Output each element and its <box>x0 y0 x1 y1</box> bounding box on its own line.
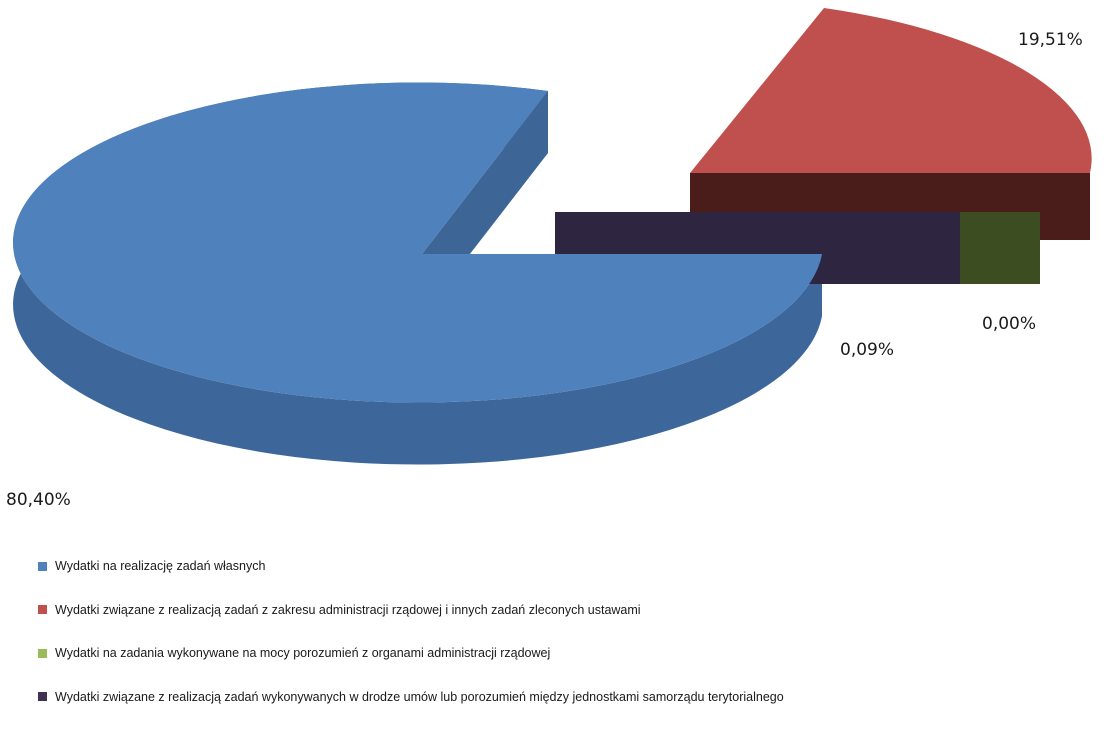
legend-label-own-tasks: Wydatki na realizację zadań własnych <box>55 559 266 573</box>
legend: Wydatki na realizację zadań własnych Wyd… <box>38 556 784 730</box>
legend-item-agreements: Wydatki na zadania wykonywane na mocy po… <box>38 643 784 663</box>
legend-swatch-agreements <box>38 648 47 658</box>
pie-tops <box>13 8 1092 403</box>
legend-item-government-tasks: Wydatki związane z realizacją zadań z za… <box>38 600 784 620</box>
legend-swatch-inter-municipal <box>38 692 47 701</box>
data-label-agreements: 0,00% <box>982 314 1037 334</box>
legend-label-agreements: Wydatki na zadania wykonywane na mocy po… <box>55 646 551 660</box>
data-label-government-tasks: 19,51% <box>1018 30 1083 50</box>
pie-plot-area <box>13 8 1092 465</box>
legend-swatch-government-tasks <box>38 605 47 614</box>
data-label-own-tasks: 80,40% <box>6 490 71 510</box>
legend-label-government-tasks: Wydatki związane z realizacją zadań z za… <box>55 602 641 617</box>
pie-chart: 80,40% 19,51% 0,00% 0,09% Wydatki na rea… <box>6 8 1092 704</box>
data-label-inter-municipal: 0,09% <box>840 340 895 360</box>
legend-label-inter-municipal: Wydatki związane z realizacją zadań wyko… <box>55 689 784 704</box>
slice-own-tasks <box>13 82 822 403</box>
legend-item-inter-municipal: Wydatki związane z realizacją zadań wyko… <box>38 687 784 707</box>
legend-item-own-tasks: Wydatki na realizację zadań własnych <box>38 556 784 576</box>
legend-swatch-own-tasks <box>38 561 47 571</box>
slice-government-tasks <box>690 8 1092 173</box>
slice-side-agreements <box>960 212 1040 284</box>
